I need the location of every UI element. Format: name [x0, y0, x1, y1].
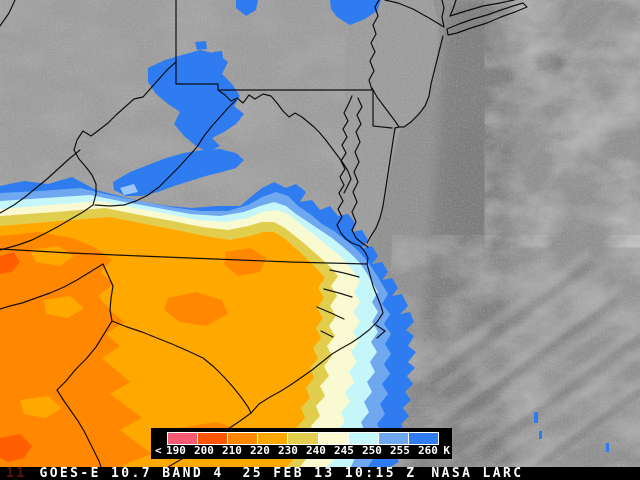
- colorbar-segment: [378, 433, 408, 444]
- colorbar-tick: 230: [278, 444, 298, 457]
- border-ny-nj: [384, 0, 457, 28]
- border-va-nc: [0, 248, 368, 265]
- colorbar-units-label: K: [443, 444, 450, 457]
- border-ohio-river: [73, 61, 177, 206]
- border-nc-tn: [0, 263, 104, 310]
- timestamp: 25 FEB 13 10:15 Z: [242, 466, 417, 480]
- credit-label: NASA LARC: [431, 466, 524, 480]
- temperature-colorbar: < 190 200 210 220 230 240 245 250 255 260 K: [151, 428, 452, 459]
- cold-cloud-enhancement: [0, 0, 609, 467]
- colorbar-segment: [348, 433, 378, 444]
- border-delaware: [372, 89, 393, 129]
- colorbar-tick: 220: [250, 444, 270, 457]
- border-sc-ga: [56, 320, 113, 467]
- status-bar: 11 GOES-E 10.7 BAND 4 25 FEB 13 10:15 Z …: [0, 467, 640, 480]
- border-delaware-river: [368, 0, 380, 91]
- border-pa: [175, 0, 373, 91]
- colorbar-tick-row: 190 200 210 220 230 240 245 250 255 260: [166, 445, 438, 457]
- colorbar-segment: [228, 433, 258, 444]
- border-nc-west: [102, 263, 114, 322]
- colorbar-tick: 210: [222, 444, 242, 457]
- colorbar-tick: 190: [166, 444, 186, 457]
- border-nc-sc: [111, 320, 252, 414]
- satellite-map-image: [0, 0, 640, 467]
- pamlico-sounds: [316, 269, 386, 339]
- colorbar-tick: 200: [194, 444, 214, 457]
- colorbar-segment: [258, 433, 288, 444]
- colorbar-segment: [198, 433, 228, 444]
- colorbar-less-than-label: <: [155, 444, 162, 457]
- colorbar-tick: 260: [418, 444, 438, 457]
- ct-shore: [449, 0, 515, 17]
- product-label: GOES-E 10.7 BAND 4: [39, 466, 224, 480]
- state-borders: [0, 0, 528, 467]
- chesapeake-east-shore: [351, 97, 369, 248]
- colorbar-tick: 240: [306, 444, 326, 457]
- colorbar-segment: [288, 433, 318, 444]
- colorbar-segment: [318, 433, 348, 444]
- station-id: 11: [6, 466, 27, 480]
- long-island: [446, 2, 528, 36]
- border-potomac: [217, 89, 352, 194]
- colorbar-tick: 245: [334, 444, 354, 457]
- border-wv-va: [94, 99, 237, 207]
- colorbar-strip: [167, 432, 439, 445]
- chesapeake-west-shore: [336, 95, 361, 247]
- colorbar-tick: 250: [362, 444, 382, 457]
- border-top-left: [0, 0, 16, 27]
- delmarva-coast: [366, 127, 396, 244]
- border-ky: [0, 149, 81, 214]
- border-ky-va: [0, 204, 94, 251]
- nj-coast: [398, 35, 444, 128]
- colorbar-segment: [408, 433, 438, 444]
- colorbar-tick: 255: [390, 444, 410, 457]
- colorbar-segment: [168, 433, 198, 444]
